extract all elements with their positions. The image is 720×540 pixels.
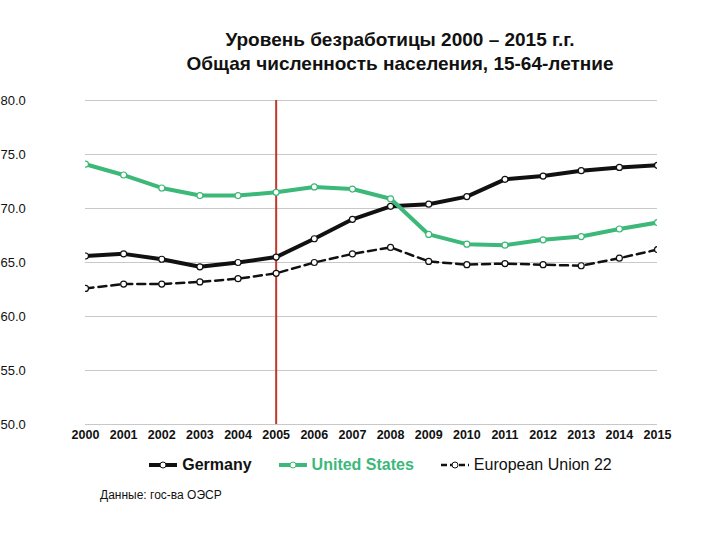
svg-text:2004: 2004	[224, 428, 252, 442]
svg-text:2010: 2010	[453, 428, 481, 442]
html-text:Данные: гос-ва ОЭСР: Данные: гос-ва ОЭСР	[100, 488, 222, 502]
html-text:Общая численность населения, 1: Общая численность населения, 15-64-летни…	[186, 53, 614, 74]
html-text:European Union 22: European Union 22	[473, 456, 612, 473]
svg-text:2007: 2007	[339, 428, 367, 442]
svg-text:2012: 2012	[529, 428, 557, 442]
svg-text:2014: 2014	[605, 428, 633, 442]
svg-text:2002: 2002	[148, 428, 176, 442]
svg-text:75.0: 75.0	[1, 147, 26, 162]
svg-text:2013: 2013	[567, 428, 595, 442]
svg-text:80.0: 80.0	[1, 93, 26, 108]
html-text:United States: United States	[311, 456, 414, 473]
svg-text:2006: 2006	[300, 428, 328, 442]
svg-text:55.0: 55.0	[1, 363, 26, 378]
svg-text:2000: 2000	[72, 428, 100, 442]
svg-text:65.0: 65.0	[1, 255, 26, 270]
svg-text:70.0: 70.0	[1, 201, 26, 216]
html-text:Germany: Germany	[182, 456, 252, 473]
svg-text:2008: 2008	[377, 428, 405, 442]
svg-text:2009: 2009	[415, 428, 443, 442]
svg-text:2015: 2015	[644, 428, 672, 442]
svg-text:2005: 2005	[262, 428, 290, 442]
svg-text:2003: 2003	[186, 428, 214, 442]
svg-text:2001: 2001	[110, 428, 138, 442]
svg-text:2011: 2011	[491, 428, 518, 442]
svg-text:60.0: 60.0	[1, 309, 26, 324]
svg-text:50.0: 50.0	[1, 417, 26, 432]
html-text:Уровень безработицы 2000 – 201: Уровень безработицы 2000 – 2015 г.г.	[225, 29, 575, 50]
